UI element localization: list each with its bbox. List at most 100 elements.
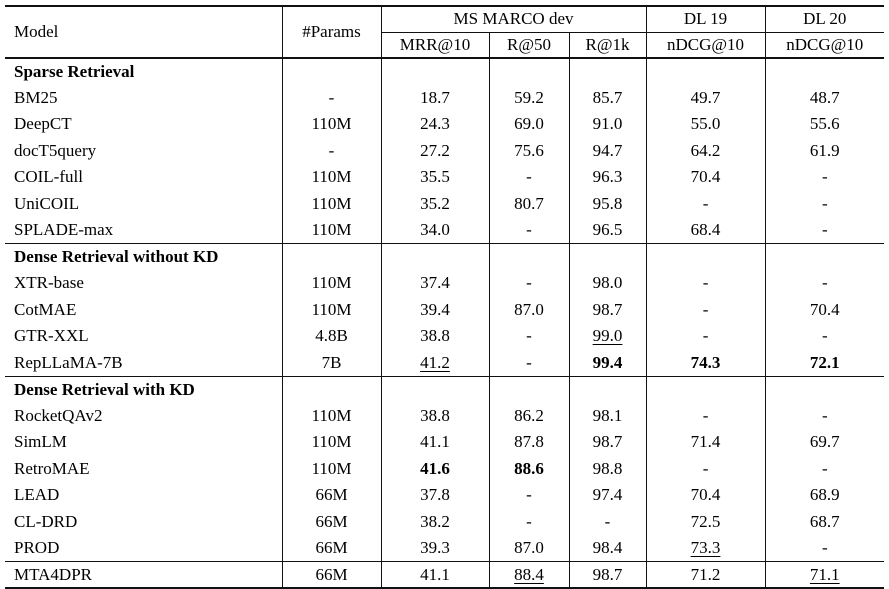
table-row: DeepCT 110M 24.3 69.0 91.0 55.0 55.6 [5, 111, 885, 138]
model-name-cell: DeepCT [14, 114, 72, 134]
col-group-msmarco-dev: MS MARCO dev [380, 6, 647, 33]
table-row: RetroMAE 110M 41.6 88.6 98.8- - [5, 455, 885, 482]
metric-cell: 86.2 [488, 402, 569, 429]
table-row: COIL-full 110M 35.5-96.3 70.4- [5, 164, 885, 191]
metric-cell: 69.7 [764, 429, 885, 456]
metric-cell: 87.8 [488, 429, 569, 456]
metric-cell: 24.3 [380, 111, 489, 138]
metric-cell: 72.1 [764, 349, 885, 376]
table-row: RocketQAv2 110M 38.8 86.2 98.1- - [5, 402, 885, 429]
table-row: SimLM 110M 41.1 87.8 98.7 71.4 69.7 [5, 429, 885, 456]
header-group-row: Model #Params MS MARCO dev DL 19 DL 20 [5, 6, 885, 58]
params-cell: - [281, 137, 381, 164]
params-cell: 66M [281, 508, 381, 535]
empty-cell [281, 58, 381, 85]
table-row: LEAD 66M 37.8-97.4 70.4 68.9 [5, 482, 885, 509]
params-cell: 66M [281, 482, 381, 509]
table-row: docT5query -27.2 75.6 94.7 64.2 61.9 [5, 137, 885, 164]
metric-cell: 70.4 [645, 482, 766, 509]
metric-cell: 98.7 [568, 429, 647, 456]
params-cell: 110M [281, 190, 381, 217]
metric-cell: 87.0 [488, 535, 569, 562]
empty-cell [645, 243, 766, 270]
metric-cell: 41.6 [380, 455, 489, 482]
metric-cell: 59.2 [488, 84, 569, 111]
metric-cell: - [764, 217, 885, 244]
metric-cell: 55.0 [645, 111, 766, 138]
metric-cell: 71.4 [645, 429, 766, 456]
table-row: GTR-XXL 4.8B 38.8-99.0- - [5, 323, 885, 350]
model-name-cell: docT5query [14, 140, 97, 160]
metric-cell: 48.7 [764, 84, 885, 111]
metric-cell: 69.0 [488, 111, 569, 138]
metric-cell: 80.7 [488, 190, 569, 217]
metric-cell: 18.7 [380, 84, 489, 111]
table-row: BM25 -18.7 59.2 85.7 49.7 48.7 [5, 84, 885, 111]
metric-cell: 88.4 [488, 561, 569, 588]
metric-cell: - [488, 270, 569, 297]
metric-cell: 38.2 [380, 508, 489, 535]
metric-cell: 74.3 [645, 349, 766, 376]
params-cell: 4.8B [281, 323, 381, 350]
metric-cell: 98.1 [568, 402, 647, 429]
metric-cell: 68.4 [645, 217, 766, 244]
empty-cell [488, 243, 569, 270]
empty-cell [645, 376, 766, 403]
table-row: CotMAE 110M 39.4 87.0 98.7-70.4 [5, 296, 885, 323]
model-name-cell: COIL-full [14, 167, 83, 187]
table-row: PROD 66M 39.3 87.0 98.4 73.3- [5, 535, 885, 562]
model-name-cell: PROD [14, 538, 60, 557]
metric-cell: 99.4 [568, 349, 647, 376]
col-header-r50: R@50 [488, 32, 569, 58]
metric-cell: - [764, 455, 885, 482]
model-name-cell: RetroMAE [14, 458, 90, 478]
section-header-row: Dense Retrieval without KD [5, 243, 885, 270]
metric-cell: 95.8 [568, 190, 647, 217]
empty-cell [281, 243, 381, 270]
metric-cell: - [764, 535, 885, 562]
params-cell: 110M [281, 111, 381, 138]
params-cell: 7B [281, 349, 381, 376]
metric-cell: 88.6 [488, 455, 569, 482]
metric-cell: 94.7 [568, 137, 647, 164]
model-name-cell: BM25 [14, 87, 58, 107]
results-table-header: Model #Params MS MARCO dev DL 19 DL 20 M… [5, 6, 885, 58]
model-name-cell: UniCOIL [14, 193, 80, 213]
metric-cell: 75.6 [488, 137, 569, 164]
params-cell: 66M [281, 561, 381, 588]
col-header-r1k: R@1k [568, 32, 647, 58]
metric-cell: - [764, 323, 885, 350]
metric-cell: - [764, 402, 885, 429]
empty-cell [380, 376, 489, 403]
metric-cell: - [568, 508, 647, 535]
table-row: XTR-base 110M 37.4-98.0- - [5, 270, 885, 297]
model-name-cell: CotMAE [14, 299, 77, 319]
params-cell: 110M [281, 296, 381, 323]
params-cell: 110M [281, 270, 381, 297]
metric-cell: 98.7 [568, 561, 647, 588]
section-title: Sparse Retrieval [14, 61, 135, 81]
params-cell: 110M [281, 455, 381, 482]
metric-cell: 39.3 [380, 535, 489, 562]
model-name-cell: MTA4DPR [14, 564, 92, 584]
col-header-params: #Params [281, 6, 381, 58]
metric-cell: 39.4 [380, 296, 489, 323]
metric-cell: - [645, 323, 766, 350]
table-row: MTA4DPR 66M 41.1 88.4 98.7 71.2 71.1 [5, 561, 885, 588]
metric-cell: 98.8 [568, 455, 647, 482]
metric-cell: - [488, 349, 569, 376]
table-row: CL-DRD 66M 38.2- -72.5 68.7 [5, 508, 885, 535]
section-title: Dense Retrieval with KD [14, 379, 195, 399]
metric-cell: 96.5 [568, 217, 647, 244]
metric-cell: 38.8 [380, 402, 489, 429]
col-group-dl19: DL 19 [645, 6, 766, 33]
empty-cell [488, 376, 569, 403]
section-header-row: Dense Retrieval with KD [5, 376, 885, 403]
metric-cell: 49.7 [645, 84, 766, 111]
metric-cell: - [764, 270, 885, 297]
metric-cell: 68.7 [764, 508, 885, 535]
metric-cell: 72.5 [645, 508, 766, 535]
metric-cell: 98.7 [568, 296, 647, 323]
metric-cell: 38.8 [380, 323, 489, 350]
col-header-ndcg10-dl20: nDCG@10 [764, 32, 885, 58]
